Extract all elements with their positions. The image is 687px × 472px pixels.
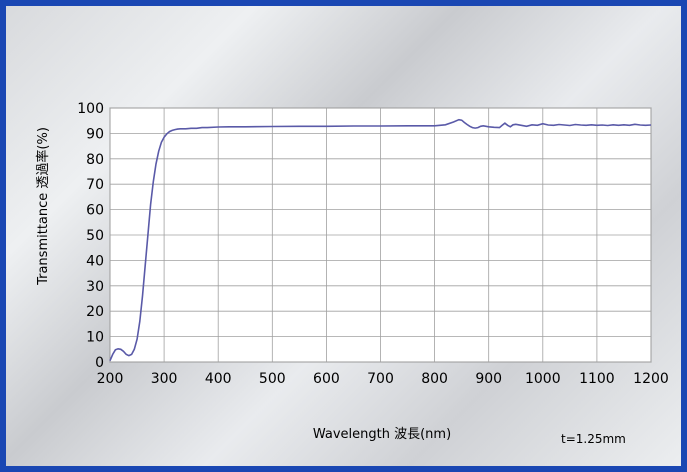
- x-tick-label-300: 300: [151, 371, 178, 387]
- x-tick-labels: 200 300 400 500 600 700 800 900 1000 1100 1200: [97, 371, 669, 387]
- chart-frame: 0 10 20 30 40 50 60 70 80 90 100 200 300 400 500 600 70…: [6, 6, 681, 466]
- y-tick-label-60: 60: [86, 203, 104, 219]
- y-tick-label-0: 0: [95, 355, 104, 371]
- x-tick-label-1000: 1000: [525, 371, 561, 387]
- x-tick-label-600: 600: [313, 371, 340, 387]
- y-tick-label-70: 70: [86, 177, 104, 193]
- transmittance-chart: 0 10 20 30 40 50 60 70 80 90 100 200 300 400 500 600 70…: [35, 101, 669, 442]
- y-axis-title: Transmittance 透過率(%): [35, 127, 51, 286]
- x-tick-label-200: 200: [97, 371, 124, 387]
- y-tick-label-80: 80: [86, 152, 104, 168]
- y-tick-label-20: 20: [86, 304, 104, 320]
- y-tick-label-90: 90: [86, 126, 104, 142]
- x-tick-label-700: 700: [367, 371, 394, 387]
- x-tick-label-800: 800: [421, 371, 448, 387]
- x-tick-label-500: 500: [259, 371, 286, 387]
- y-tick-label-100: 100: [77, 101, 104, 117]
- y-tick-label-40: 40: [86, 253, 104, 269]
- y-tick-label-50: 50: [86, 228, 104, 244]
- x-tick-label-1200: 1200: [633, 371, 669, 387]
- x-tick-label-900: 900: [475, 371, 502, 387]
- thickness-annotation: t=1.25mm: [561, 432, 626, 446]
- x-tick-label-400: 400: [205, 371, 232, 387]
- x-axis-title: Wavelength 波長(nm): [313, 427, 451, 442]
- gridlines: [109, 107, 652, 363]
- y-tick-label-10: 10: [86, 330, 104, 346]
- y-tick-labels: 0 10 20 30 40 50 60 70 80 90 100: [77, 101, 104, 371]
- series-line-transmittance: [109, 118, 652, 362]
- y-tick-label-30: 30: [86, 279, 104, 295]
- x-tick-label-1100: 1100: [579, 371, 615, 387]
